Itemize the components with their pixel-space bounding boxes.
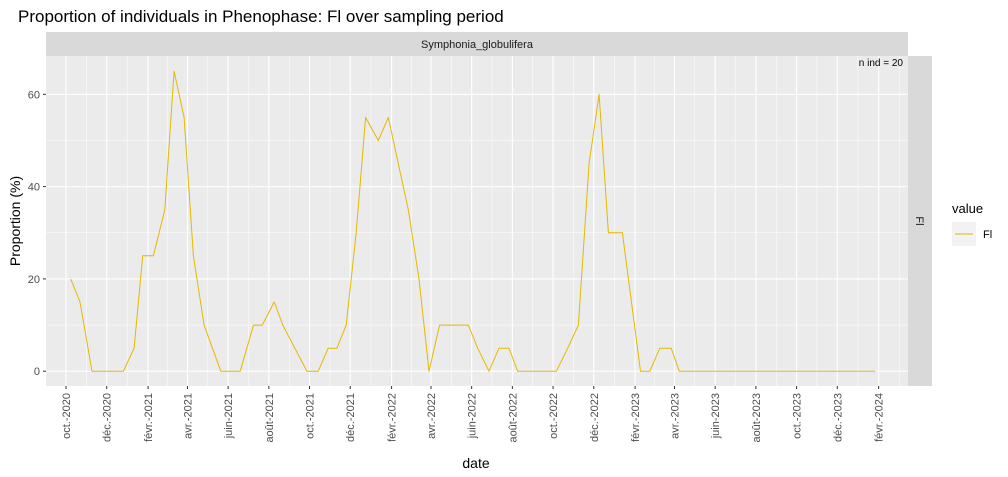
x-tick-label: août-2022 <box>507 393 519 443</box>
x-tick-label: févr.-2023 <box>630 393 642 442</box>
y-tick-label: 0 <box>34 366 40 378</box>
legend-label-fl: Fl <box>983 229 992 241</box>
plot-panel <box>46 56 908 386</box>
x-tick-label: oct.-2022 <box>548 393 560 439</box>
x-tick-label: oct.-2020 <box>61 393 73 439</box>
x-tick-label: févr.-2022 <box>387 393 399 442</box>
x-axis-title: date <box>462 455 489 471</box>
facet-strip-right <box>908 56 932 386</box>
series-line-fl <box>70 70 876 372</box>
legend-title: value <box>952 201 983 216</box>
x-tick-label: févr.-2024 <box>874 393 886 442</box>
x-tick-label: févr.-2021 <box>143 393 155 442</box>
x-tick-label: août-2023 <box>751 393 763 443</box>
x-axis: oct.-2020 déc.-2020 févr.-2021 avr.-2021 jui… <box>61 386 886 443</box>
y-axis-title: Proportion (%) <box>7 176 23 266</box>
y-axis: 0 20 40 60 <box>28 89 46 378</box>
y-tick-label: 20 <box>28 274 40 286</box>
x-tick-label: déc.-2020 <box>102 393 114 442</box>
n-ind-annotation: n ind = 20 <box>859 58 904 69</box>
chart-title: Proportion of individuals in Phenophase:… <box>18 7 504 26</box>
x-tick-label: oct.-2021 <box>305 393 317 439</box>
x-tick-label: avr.-2022 <box>426 393 438 439</box>
x-tick-label: avr.-2023 <box>669 393 681 439</box>
facet-strip-top <box>46 32 908 56</box>
y-tick-label: 40 <box>28 182 40 194</box>
x-tick-label: août-2021 <box>264 393 276 443</box>
x-tick-label: juin-2021 <box>223 393 235 439</box>
x-tick-label: juin-2022 <box>467 393 479 439</box>
x-tick-label: déc.-2023 <box>832 393 844 442</box>
x-tick-label: déc.-2022 <box>589 393 601 442</box>
series-layer <box>70 70 876 372</box>
x-tick-label: déc.-2021 <box>345 393 357 442</box>
y-tick-label: 60 <box>28 89 40 101</box>
facet-strip-top-label: Symphonia_globulifera <box>421 39 534 51</box>
grid-lines <box>46 56 908 386</box>
x-tick-label: juin-2023 <box>710 393 722 439</box>
x-tick-label: oct.-2023 <box>792 393 804 439</box>
facet-strip-right-label: Fl <box>913 216 925 225</box>
x-tick-label: avr.-2021 <box>182 393 194 439</box>
